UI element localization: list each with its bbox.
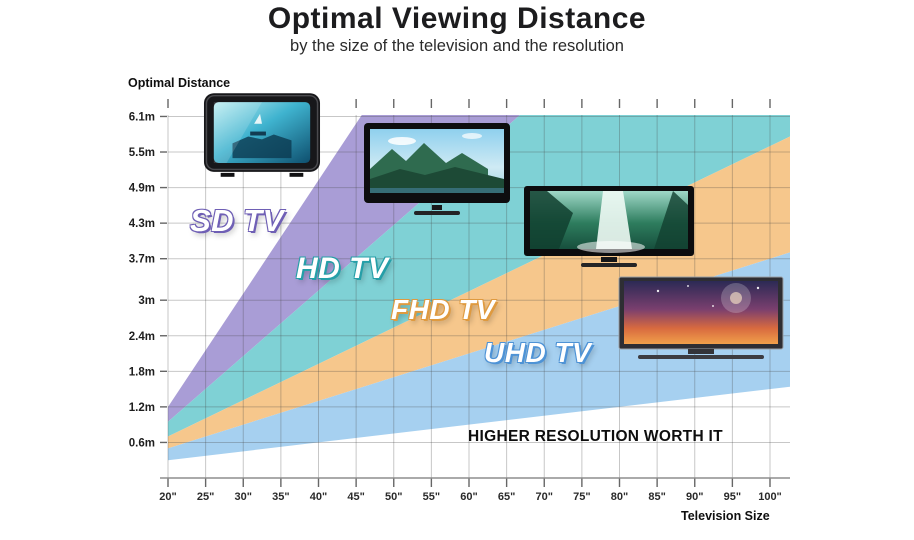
svg-text:55": 55": [423, 491, 440, 503]
svg-text:4.3m: 4.3m: [129, 218, 155, 230]
band-label-hd-tv: HD TV: [296, 252, 389, 285]
svg-text:3m: 3m: [138, 295, 155, 307]
svg-text:0.6m: 0.6m: [129, 437, 155, 449]
svg-text:95": 95": [724, 491, 741, 503]
hd-tv-icon: [364, 123, 510, 215]
page-subtitle: by the size of the television and the re…: [290, 37, 624, 55]
svg-text:20": 20": [159, 491, 176, 503]
svg-text:100": 100": [758, 491, 782, 503]
svg-text:80": 80": [611, 491, 628, 503]
svg-text:75": 75": [573, 491, 590, 503]
uhd-flatscreen-tv-image: [618, 276, 784, 364]
x-axis-title: Television Size: [681, 509, 770, 523]
svg-text:3.7m: 3.7m: [129, 254, 155, 266]
band-label-fhd-tv: FHD TV: [391, 294, 496, 325]
svg-text:65": 65": [498, 491, 515, 503]
svg-text:90": 90": [686, 491, 703, 503]
svg-text:40": 40": [310, 491, 327, 503]
svg-text:4.9m: 4.9m: [129, 183, 155, 195]
svg-text:1.2m: 1.2m: [129, 402, 155, 414]
svg-text:70": 70": [536, 491, 553, 503]
uhd-tv-icon: [618, 276, 784, 359]
sd-crt-tv-image: [203, 92, 321, 179]
svg-text:2.4m: 2.4m: [129, 331, 155, 343]
band-label-uhd-tv: UHD TV: [484, 337, 592, 368]
hd-flatscreen-tv-image: [362, 122, 512, 217]
svg-text:1.8m: 1.8m: [129, 366, 155, 378]
svg-text:30": 30": [235, 491, 252, 503]
y-axis-title: Optimal Distance: [128, 76, 231, 90]
x-tick-labels: 20" 25" 30" 35" 40" 45" 50" 55" 60" 65" 70" 75" 80" 8…: [159, 491, 782, 503]
page-title: Optimal Viewing Distance: [267, 2, 647, 35]
fhd-flatscreen-tv-image: [523, 185, 695, 269]
svg-text:6.1m: 6.1m: [129, 111, 155, 123]
svg-text:5.5m: 5.5m: [129, 147, 155, 159]
svg-text:60": 60": [460, 491, 477, 503]
svg-text:35": 35": [272, 491, 289, 503]
svg-text:45": 45": [347, 491, 364, 503]
sd-crt-tv-icon: [203, 93, 321, 177]
band-label-sd-tv: SD TV: [190, 203, 284, 238]
axis-ticks: [160, 99, 771, 487]
svg-text:85": 85": [648, 491, 665, 503]
y-tick-labels: 0.6m 1.2m 1.8m 2.4m 3m 3.7m 4.3m 4.9m 5.5m 6.1m: [129, 111, 155, 449]
fhd-tv-icon: [524, 186, 694, 267]
svg-text:50": 50": [385, 491, 402, 503]
higher-resolution-note: HIGHER RESOLUTION WORTH IT: [468, 428, 723, 445]
svg-text:25": 25": [197, 491, 214, 503]
